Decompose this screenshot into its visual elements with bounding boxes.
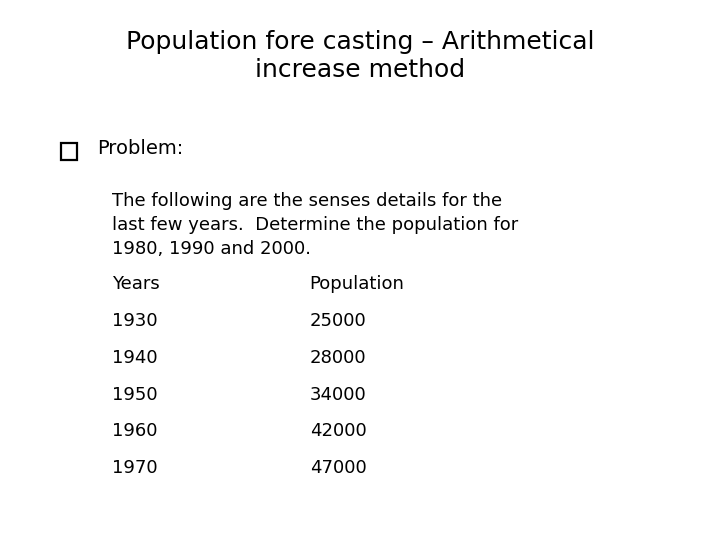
Text: 1940: 1940 bbox=[112, 349, 157, 367]
Text: 1930: 1930 bbox=[112, 312, 157, 330]
Text: 28000: 28000 bbox=[310, 349, 366, 367]
Text: 42000: 42000 bbox=[310, 422, 366, 440]
Text: Problem:: Problem: bbox=[97, 139, 184, 158]
Text: Population: Population bbox=[310, 275, 405, 293]
FancyBboxPatch shape bbox=[61, 143, 77, 160]
Text: Years: Years bbox=[112, 275, 159, 293]
Text: The following are the senses details for the
last few years.  Determine the popu: The following are the senses details for… bbox=[112, 192, 518, 258]
Text: Population fore casting – Arithmetical
increase method: Population fore casting – Arithmetical i… bbox=[126, 30, 594, 83]
Text: 47000: 47000 bbox=[310, 459, 366, 477]
Text: 1960: 1960 bbox=[112, 422, 157, 440]
Text: 1950: 1950 bbox=[112, 386, 157, 403]
Text: 1970: 1970 bbox=[112, 459, 157, 477]
Text: 25000: 25000 bbox=[310, 312, 366, 330]
Text: 34000: 34000 bbox=[310, 386, 366, 403]
